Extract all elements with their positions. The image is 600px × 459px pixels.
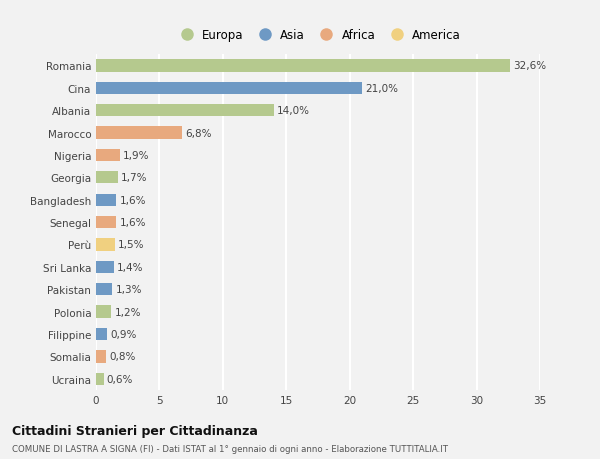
Text: 1,9%: 1,9% <box>123 151 150 161</box>
Bar <box>96 60 509 73</box>
Text: COMUNE DI LASTRA A SIGNA (FI) - Dati ISTAT al 1° gennaio di ogni anno - Elaboraz: COMUNE DI LASTRA A SIGNA (FI) - Dati IST… <box>12 444 448 453</box>
Text: 1,6%: 1,6% <box>119 218 146 228</box>
Text: 32,6%: 32,6% <box>513 61 546 71</box>
Bar <box>96 239 115 251</box>
Bar <box>96 217 116 229</box>
Bar <box>96 373 104 385</box>
Text: 21,0%: 21,0% <box>365 84 398 94</box>
Text: 1,4%: 1,4% <box>117 262 143 272</box>
Bar <box>96 328 107 341</box>
Bar <box>96 306 111 318</box>
Text: 1,7%: 1,7% <box>121 173 147 183</box>
Text: 1,2%: 1,2% <box>115 307 141 317</box>
Bar <box>96 261 114 274</box>
Bar <box>96 172 118 184</box>
Text: 1,5%: 1,5% <box>118 240 145 250</box>
Text: 0,9%: 0,9% <box>110 329 137 339</box>
Text: 0,8%: 0,8% <box>109 352 136 362</box>
Bar <box>96 150 120 162</box>
Bar <box>96 194 116 207</box>
Text: 14,0%: 14,0% <box>277 106 310 116</box>
Bar <box>96 127 182 140</box>
Bar <box>96 284 112 296</box>
Text: Cittadini Stranieri per Cittadinanza: Cittadini Stranieri per Cittadinanza <box>12 425 258 437</box>
Bar <box>96 105 274 117</box>
Bar <box>96 351 106 363</box>
Text: 6,8%: 6,8% <box>185 128 212 138</box>
Text: 1,3%: 1,3% <box>116 285 142 295</box>
Text: 1,6%: 1,6% <box>119 195 146 205</box>
Bar <box>96 83 362 95</box>
Text: 0,6%: 0,6% <box>107 374 133 384</box>
Legend: Europa, Asia, Africa, America: Europa, Asia, Africa, America <box>170 24 466 46</box>
